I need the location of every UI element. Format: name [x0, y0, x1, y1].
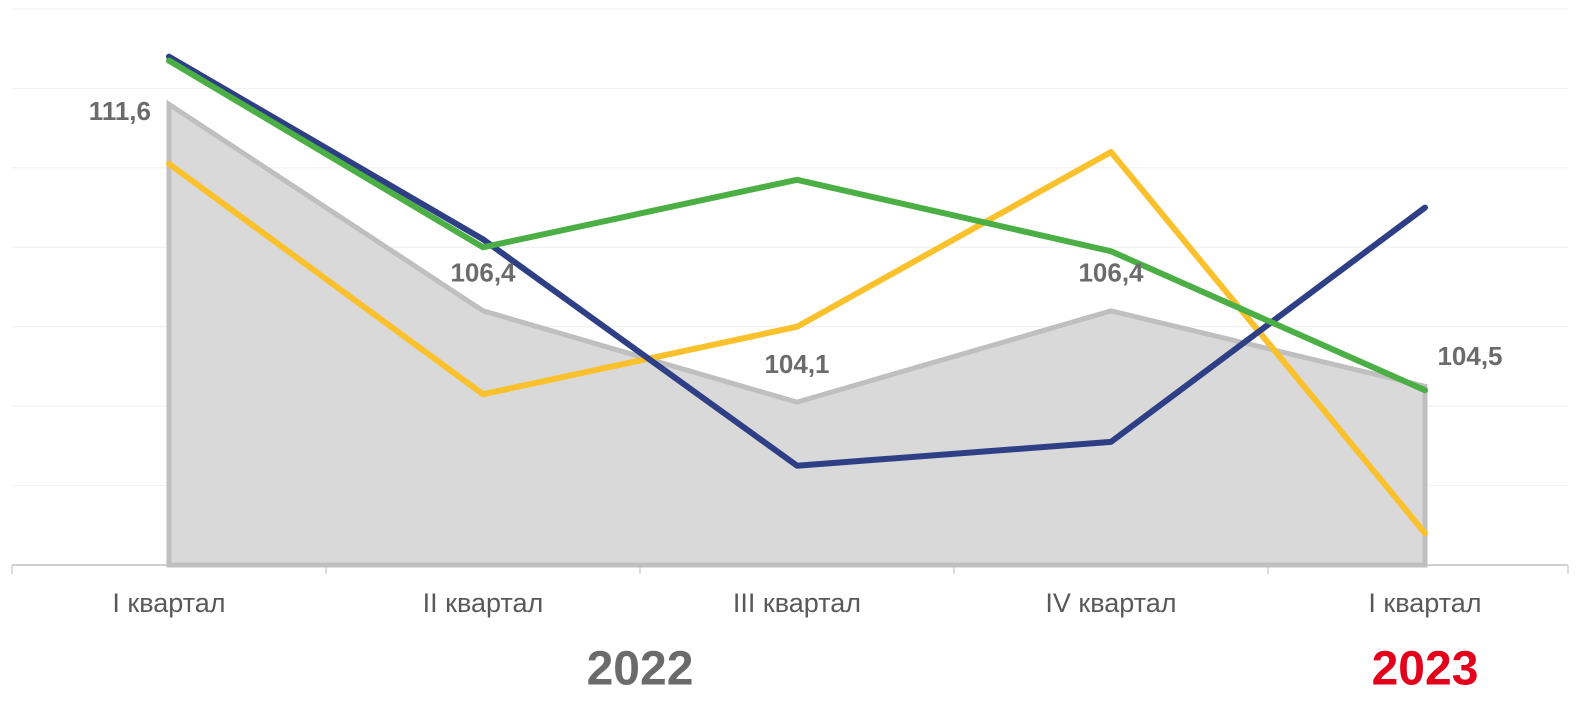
- data-label: 106,4: [450, 258, 516, 288]
- x-tick-label: IV квартал: [1045, 588, 1176, 618]
- line: [166, 53, 1428, 469]
- data-label: 111,6: [89, 96, 151, 126]
- group-label: 2023: [1372, 643, 1479, 696]
- x-tick-label: I квартал: [112, 588, 225, 618]
- line: [166, 57, 1428, 394]
- data-label: 104,5: [1437, 341, 1502, 371]
- x-tick-label: I квартал: [1368, 588, 1481, 618]
- data-label: 104,1: [764, 349, 829, 379]
- x-tick-label: III квартал: [733, 588, 861, 618]
- group-label: 2022: [587, 643, 694, 696]
- line: [166, 148, 1428, 537]
- x-tick-label: II квартал: [423, 588, 544, 618]
- data-label: 106,4: [1078, 258, 1144, 288]
- area: [166, 99, 1428, 568]
